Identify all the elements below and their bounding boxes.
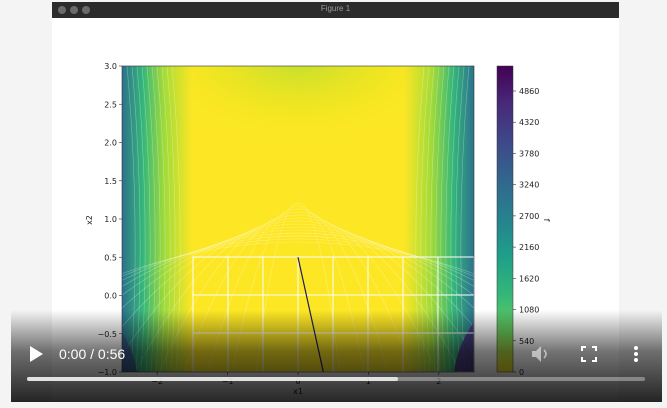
more-options-icon[interactable] xyxy=(632,345,640,363)
contour-line xyxy=(134,217,462,372)
minimize-window-icon[interactable] xyxy=(70,6,78,14)
colorbar-tick-label: 4320 xyxy=(519,118,539,127)
colorbar-tick-label: 3780 xyxy=(519,149,539,158)
contour-line xyxy=(183,211,413,372)
contour-line xyxy=(255,202,341,372)
progress-fill xyxy=(27,377,398,381)
player-controls-overlay xyxy=(11,310,662,402)
window-title: Figure 1 xyxy=(320,4,351,13)
colorbar-label: f xyxy=(542,219,551,222)
contour-line xyxy=(122,223,474,328)
contour-line xyxy=(122,241,474,275)
window-titlebar: Figure 1 xyxy=(52,2,619,18)
colorbar-tick-label: 4860 xyxy=(519,87,539,96)
contour-line xyxy=(122,229,474,296)
time-display: 0:00 / 0:56 xyxy=(59,346,126,362)
contour-top-valley xyxy=(122,66,474,266)
contour-line xyxy=(122,238,474,277)
y-tick-label: 3.0 xyxy=(104,62,117,71)
maximize-window-icon[interactable] xyxy=(82,6,90,14)
y-tick-label: 1.0 xyxy=(104,215,117,224)
contour-line xyxy=(122,226,474,309)
y-axis-label: x2 xyxy=(85,215,94,225)
colorbar-tick-label: 2160 xyxy=(519,243,539,252)
y-tick-label: 0.0 xyxy=(104,292,117,301)
fullscreen-icon[interactable] xyxy=(581,346,597,362)
y-tick-label: 0.5 xyxy=(104,253,117,262)
play-icon[interactable] xyxy=(28,345,44,363)
volume-icon[interactable] xyxy=(531,345,551,363)
colorbar-tick-label: 3240 xyxy=(519,181,539,190)
contour-line xyxy=(122,235,474,281)
y-tick-label: 2.0 xyxy=(104,139,117,148)
y-tick-label: 1.5 xyxy=(104,177,117,186)
figure-window: Figure 1 xyxy=(52,2,619,402)
close-window-icon[interactable] xyxy=(58,6,66,14)
progress-bar[interactable] xyxy=(27,377,645,381)
contour-line xyxy=(159,214,437,372)
y-tick-label: 2.5 xyxy=(104,100,117,109)
colorbar-tick-label: 2700 xyxy=(519,212,539,221)
colorbar-tick-label: 1620 xyxy=(519,274,539,283)
contour-line xyxy=(122,232,474,287)
contour-line xyxy=(122,220,474,356)
